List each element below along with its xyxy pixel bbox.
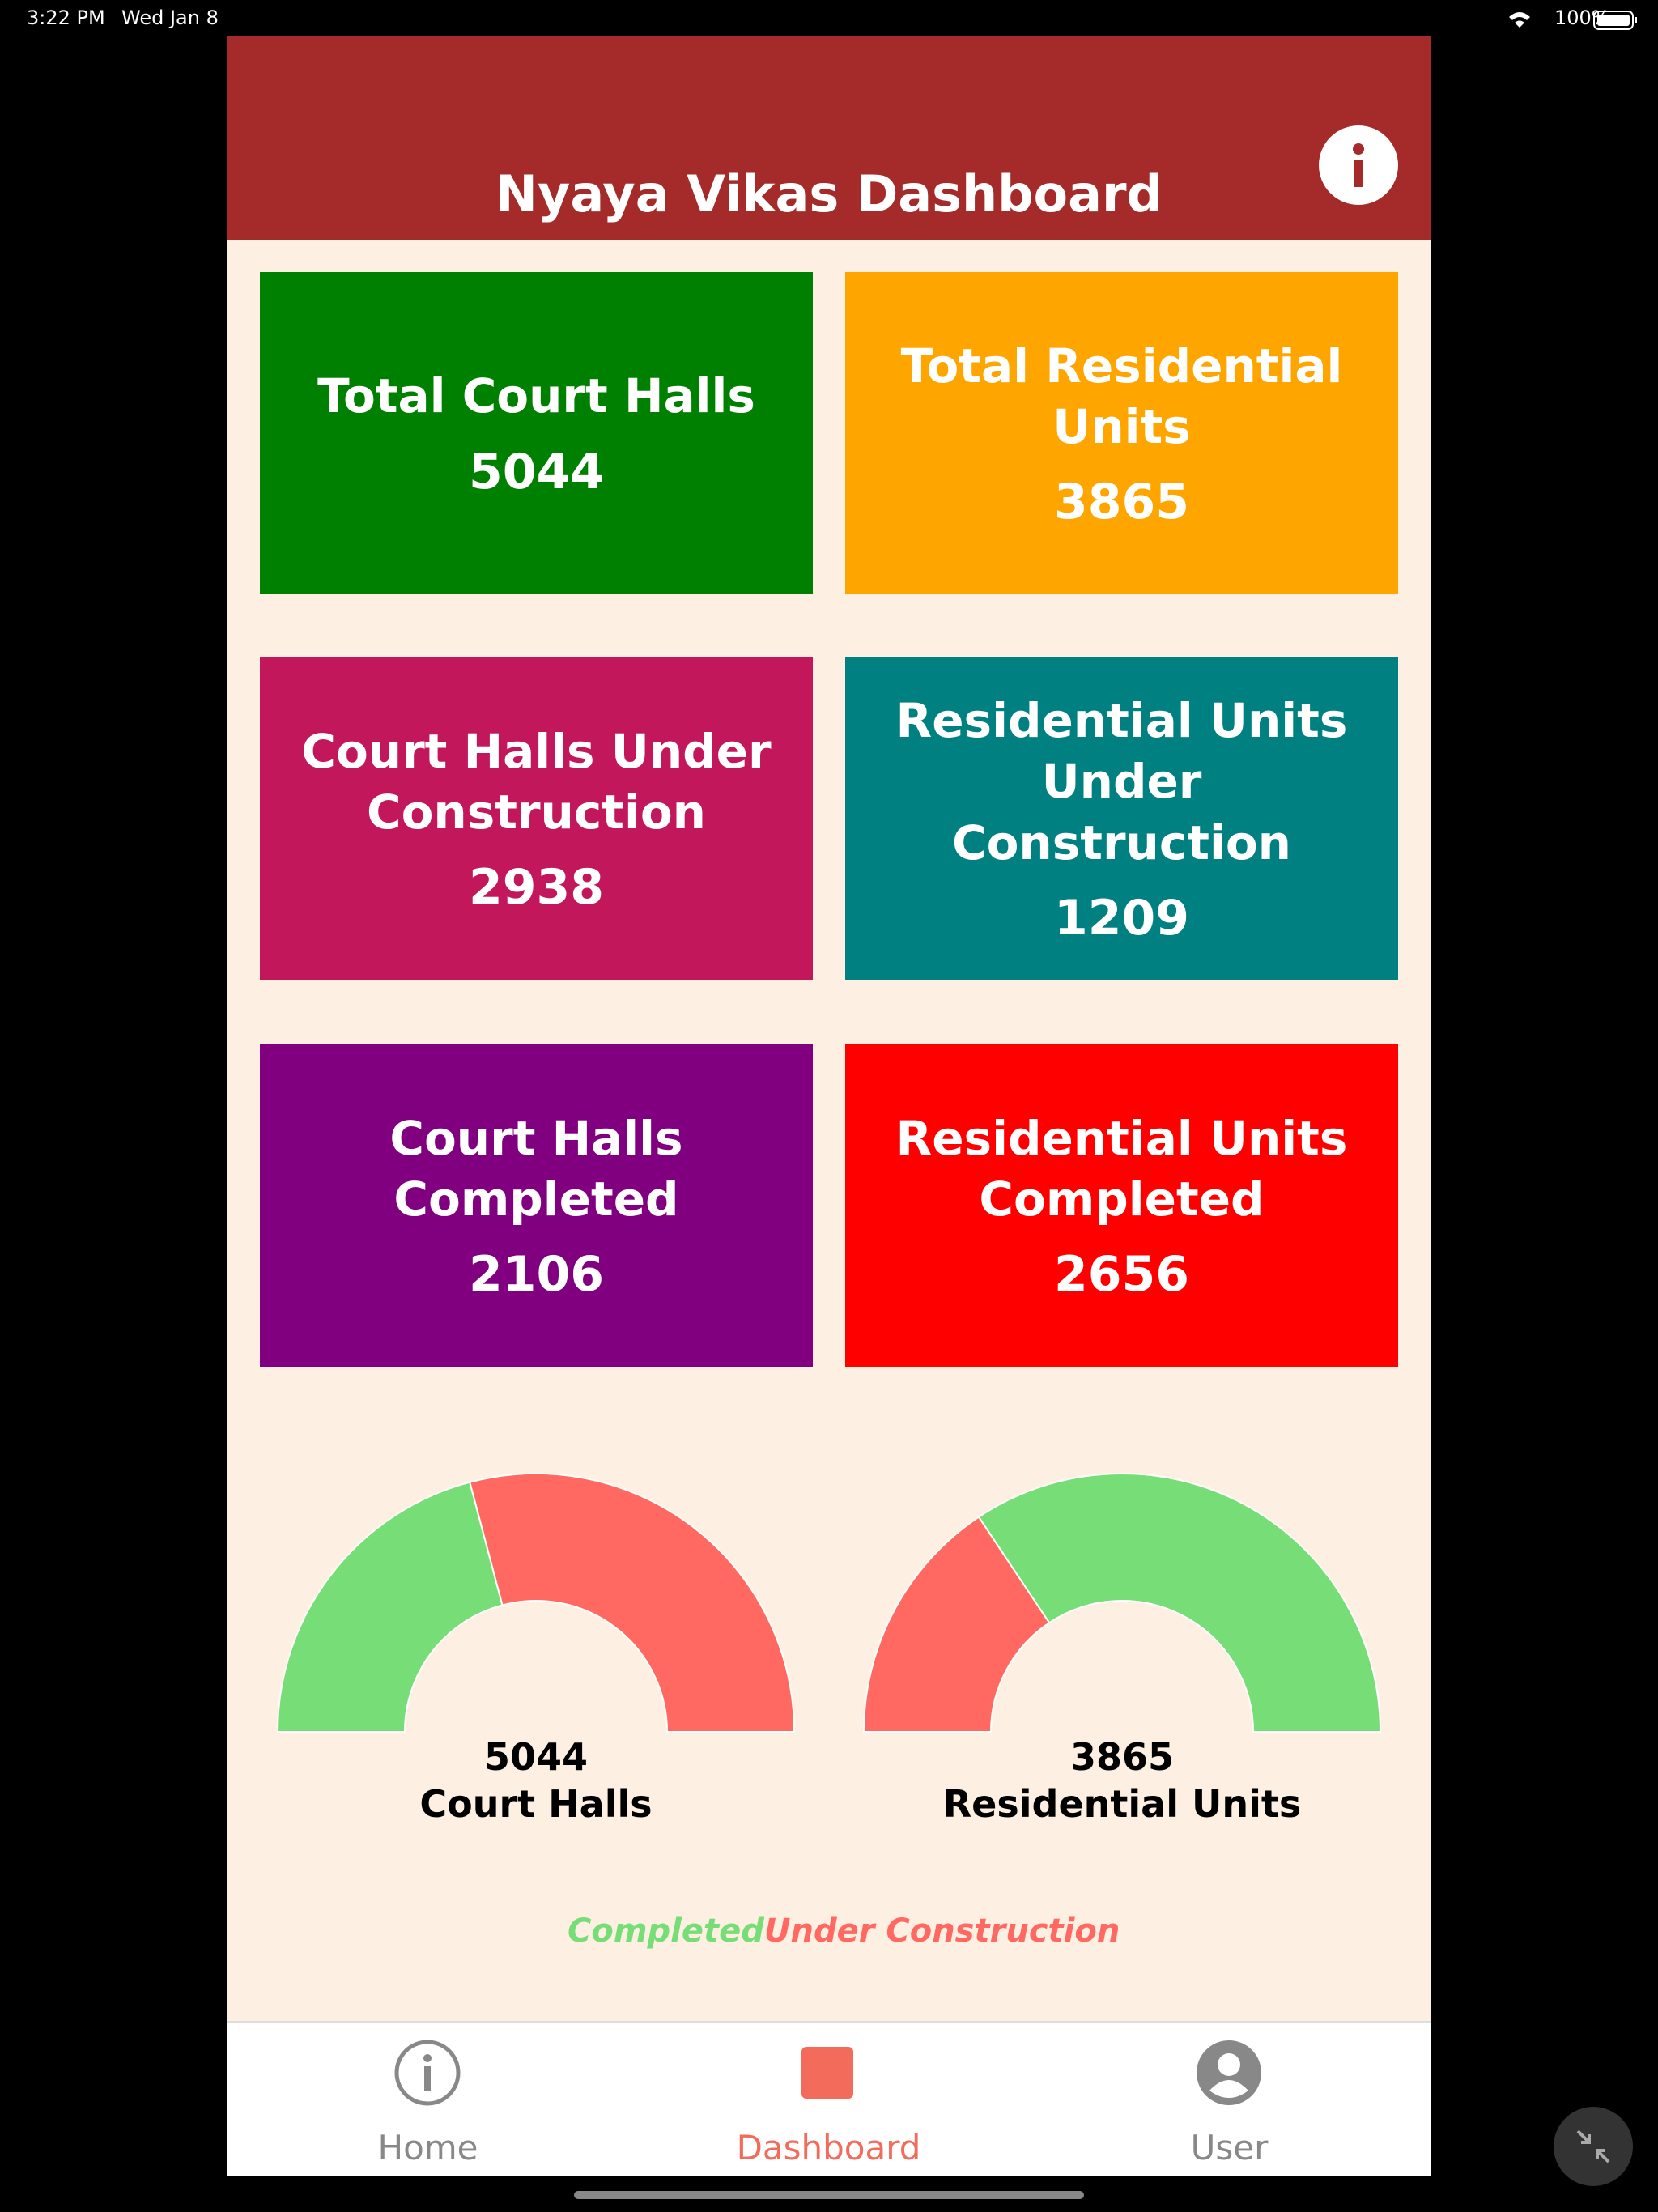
tab-bar: Home Dashboard User bbox=[227, 2021, 1431, 2176]
gauge-segment bbox=[469, 1473, 796, 1733]
gauge-total: 5044 bbox=[484, 1735, 588, 1779]
status-time: 3:22 PM bbox=[27, 6, 105, 29]
card-label: Residential Units Under Construction bbox=[895, 692, 1348, 870]
card-value: 1209 bbox=[1054, 890, 1189, 947]
app-panel: Nyaya Vikas Dashboard Total Court Halls 5… bbox=[227, 36, 1431, 2176]
dashboard-icon bbox=[801, 2047, 853, 2099]
gauge-label: Residential Units bbox=[943, 1782, 1301, 1826]
gauge-segment bbox=[977, 1473, 1382, 1733]
stat-card: Court Halls Under Construction 2938 bbox=[260, 657, 813, 980]
wifi-icon bbox=[1509, 12, 1530, 28]
gauge-segment bbox=[862, 1516, 1051, 1733]
card-value: 3865 bbox=[1054, 474, 1189, 531]
card-label: Court Halls Under Construction bbox=[301, 723, 772, 840]
card-label: Total Residential Units bbox=[900, 338, 1343, 454]
card-label: Court Halls Completed bbox=[389, 1110, 683, 1227]
header-title: Nyaya Vikas Dashboard bbox=[495, 164, 1163, 223]
stat-card: Court Halls Completed 2106 bbox=[260, 1044, 813, 1367]
card-label: Total Court Halls bbox=[317, 368, 755, 424]
stat-card: Total Residential Units 3865 bbox=[845, 272, 1398, 594]
tab-user[interactable]: User bbox=[1190, 2128, 1269, 2167]
info-button[interactable] bbox=[1319, 125, 1398, 205]
legend-completed: Completed bbox=[568, 1912, 764, 1950]
tab-dashboard[interactable]: Dashboard bbox=[736, 2128, 921, 2167]
stat-card: Total Court Halls 5044 bbox=[260, 272, 813, 594]
home-icon bbox=[394, 2040, 461, 2106]
gauge-segment bbox=[276, 1481, 504, 1733]
card-value: 2938 bbox=[469, 859, 604, 917]
stat-card: Residential Units Under Construction 1209 bbox=[845, 657, 1398, 980]
card-value: 2106 bbox=[469, 1246, 604, 1304]
card-value: 2656 bbox=[1054, 1246, 1189, 1304]
tab-home[interactable]: Home bbox=[377, 2128, 478, 2167]
gauge-label: Court Halls bbox=[419, 1782, 652, 1826]
user-icon bbox=[1197, 2040, 1261, 2105]
minimize-button[interactable] bbox=[1554, 2107, 1633, 2186]
status-date: Wed Jan 8 bbox=[121, 6, 219, 29]
stat-card: Residential Units Completed 2656 bbox=[845, 1044, 1398, 1367]
legend-under-construction: Under Construction bbox=[764, 1912, 1120, 1950]
home-indicator bbox=[574, 2191, 1084, 2199]
battery-icon bbox=[1593, 11, 1637, 30]
card-value: 5044 bbox=[469, 443, 604, 500]
gauge-total: 3865 bbox=[1070, 1735, 1174, 1779]
card-label: Residential Units Completed bbox=[895, 1110, 1348, 1227]
header: Nyaya Vikas Dashboard bbox=[227, 36, 1431, 240]
